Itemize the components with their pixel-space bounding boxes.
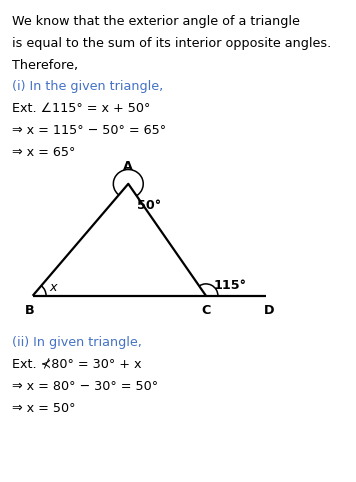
Text: ⇒ x = 115° − 50° = 65°: ⇒ x = 115° − 50° = 65°: [12, 124, 166, 137]
Text: is equal to the sum of its interior opposite angles.: is equal to the sum of its interior oppo…: [12, 37, 331, 50]
Text: (i) In the given triangle,: (i) In the given triangle,: [12, 80, 163, 94]
Text: Therefore,: Therefore,: [12, 58, 78, 71]
Text: 50°: 50°: [137, 199, 161, 212]
Text: D: D: [263, 304, 274, 317]
Text: 115°: 115°: [214, 279, 246, 292]
Text: We know that the exterior angle of a triangle: We know that the exterior angle of a tri…: [12, 14, 300, 27]
Text: Ext. ⊀80° = 30° + x: Ext. ⊀80° = 30° + x: [12, 358, 141, 371]
Text: Ext. ∠115° = x + 50°: Ext. ∠115° = x + 50°: [12, 102, 150, 115]
Text: B: B: [25, 304, 35, 317]
Text: (ii) In given triangle,: (ii) In given triangle,: [12, 336, 142, 349]
Text: A: A: [123, 161, 133, 174]
Text: ⇒ x = 80° − 30° = 50°: ⇒ x = 80° − 30° = 50°: [12, 380, 158, 393]
Text: ⇒ x = 50°: ⇒ x = 50°: [12, 402, 75, 415]
Text: x: x: [49, 281, 57, 294]
Text: C: C: [201, 304, 211, 317]
Text: ⇒ x = 65°: ⇒ x = 65°: [12, 146, 75, 159]
